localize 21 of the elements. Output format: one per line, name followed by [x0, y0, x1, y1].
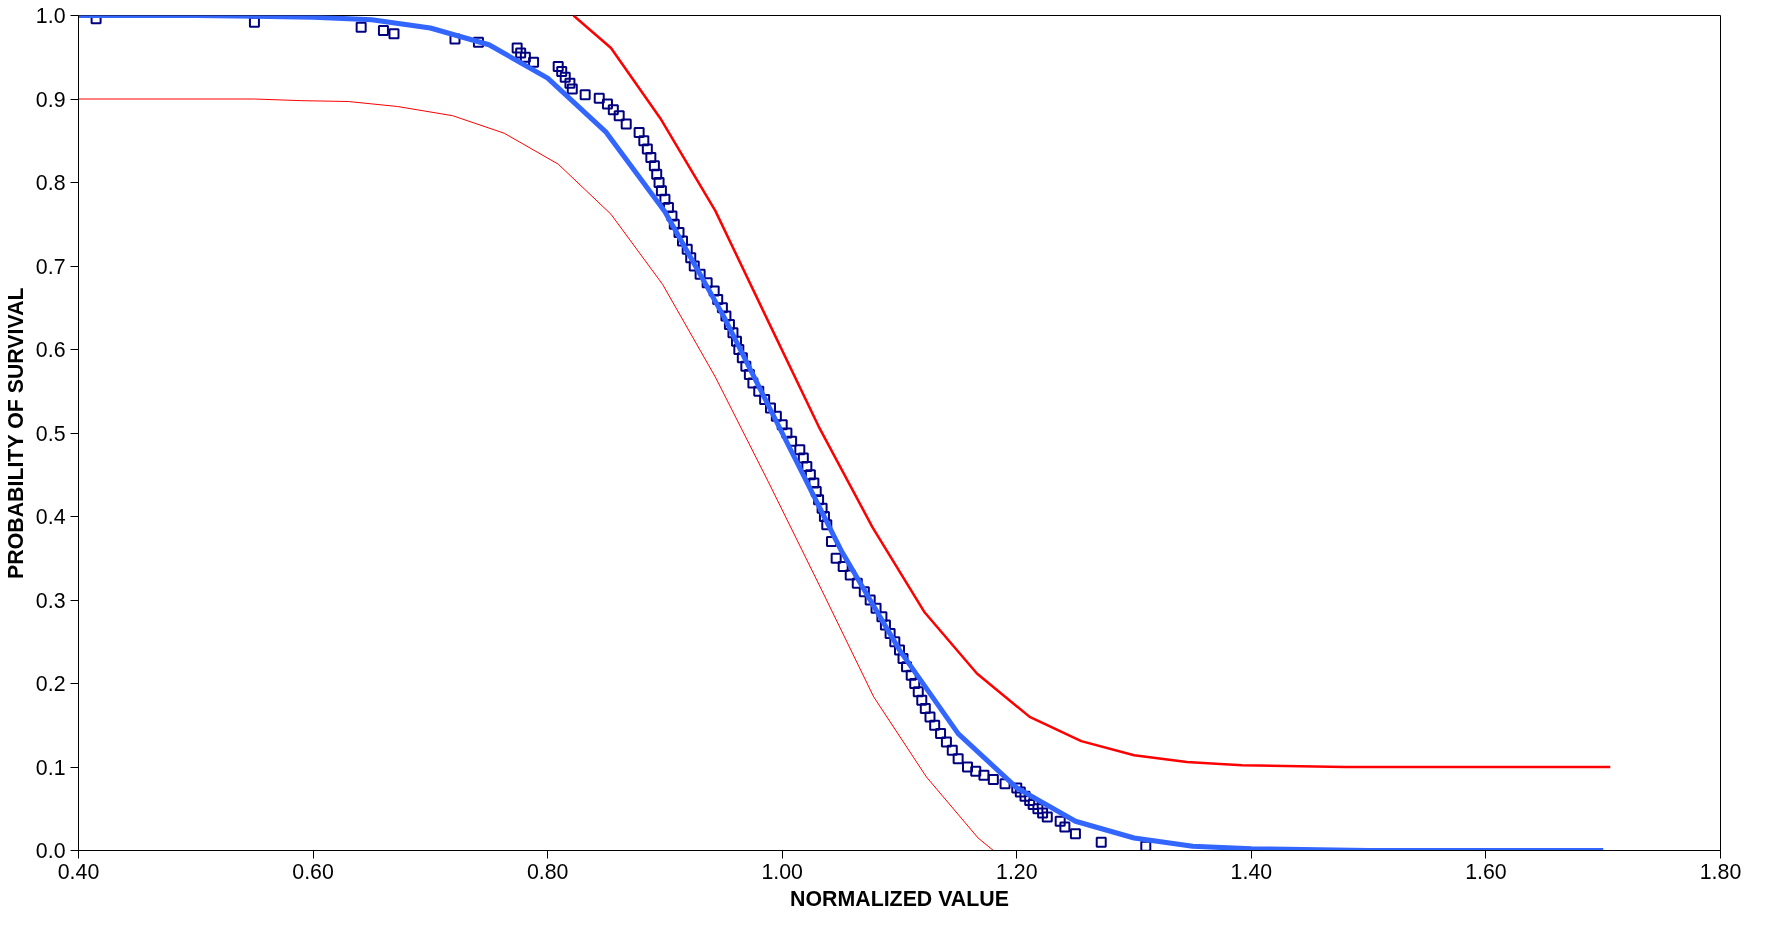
y-tick-label: 0.5 [35, 421, 66, 446]
y-tick-label: 0.8 [35, 171, 66, 195]
y-tick-label: 0.1 [35, 755, 66, 780]
x-tick-label: 1.80 [1699, 859, 1742, 884]
y-tick-label: 0.3 [35, 588, 66, 613]
x-axis-title: NORMALIZED VALUE [790, 886, 1009, 911]
y-tick-label: 1.0 [35, 4, 66, 28]
y-tick-label: 0.2 [35, 672, 66, 696]
x-tick-label: 1.60 [1465, 859, 1507, 884]
line-series [78, 98, 994, 851]
x-tick-label: 1.00 [761, 859, 804, 884]
x-tick-label: 0.80 [526, 859, 569, 884]
y-axis-title: PROBABILITY OF SURVIVAL [3, 287, 28, 579]
y-tick-label: 0.4 [35, 505, 66, 529]
x-tick-label: 1.20 [996, 859, 1038, 884]
x-tick-label: 1.40 [1230, 859, 1273, 884]
line-series [572, 15, 1612, 769]
y-tick-label: 0.6 [35, 338, 66, 362]
y-tick-label: 0.7 [35, 254, 66, 279]
y-tick-label: 0.9 [35, 87, 66, 112]
x-tick-label: 0.60 [292, 859, 334, 884]
